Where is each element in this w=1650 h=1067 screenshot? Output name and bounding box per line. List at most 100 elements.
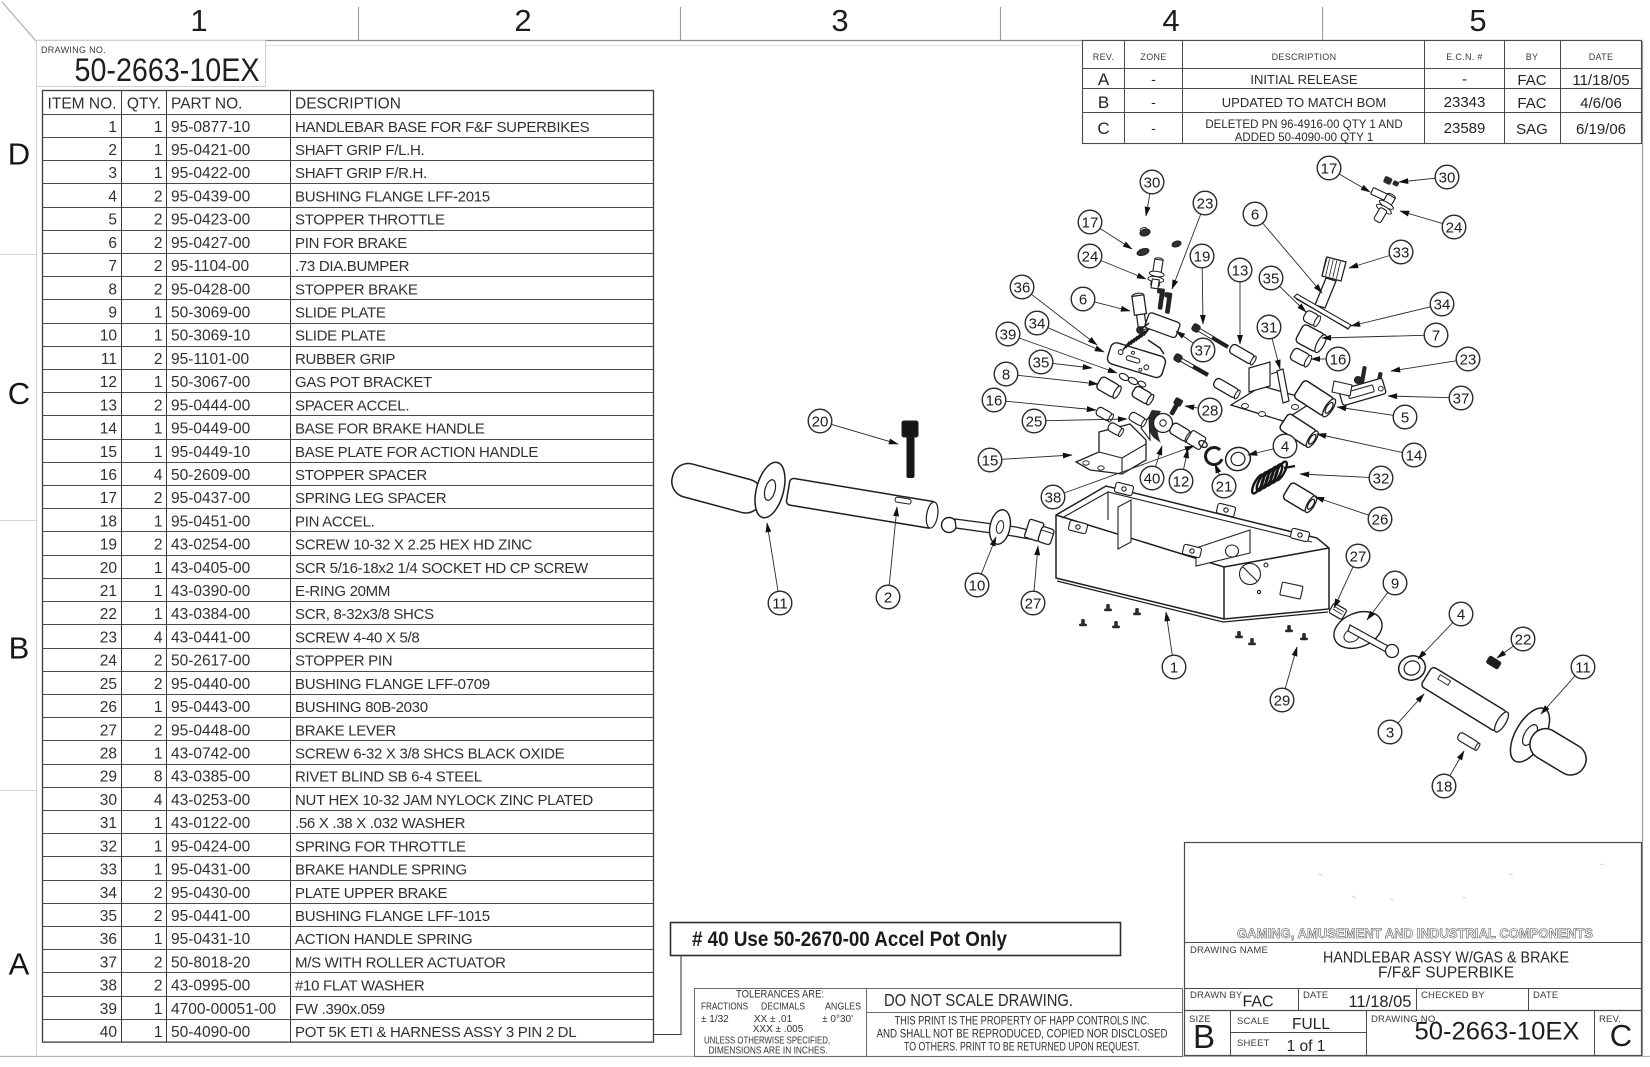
svg-text:6: 6 <box>108 235 117 252</box>
svg-text:2: 2 <box>154 281 163 298</box>
svg-text:PIN FOR BRAKE: PIN FOR BRAKE <box>295 235 407 252</box>
svg-text:BUSHING 80B-2030: BUSHING 80B-2030 <box>295 699 428 716</box>
svg-text:C: C <box>1097 119 1109 138</box>
svg-text:43-0253-00: 43-0253-00 <box>171 792 251 809</box>
svg-text:DRAWING NO.: DRAWING NO. <box>1371 1014 1438 1025</box>
svg-text:# 40 Use 50-2670-00 Accel Pot: # 40 Use 50-2670-00 Accel Pot Only <box>692 927 1007 951</box>
svg-text:50-3069-00: 50-3069-00 <box>171 305 251 322</box>
svg-text:FAC: FAC <box>1242 994 1273 1011</box>
svg-text:33: 33 <box>1393 244 1410 261</box>
svg-text:ANGLES: ANGLES <box>825 1002 861 1013</box>
svg-text:11: 11 <box>1575 659 1591 676</box>
svg-text:14: 14 <box>1406 447 1423 464</box>
svg-text:TOLERANCES ARE:: TOLERANCES ARE: <box>736 989 824 1001</box>
svg-text:BRAKE HANDLE SPRING: BRAKE HANDLE SPRING <box>295 862 467 879</box>
svg-text:B: B <box>9 631 30 666</box>
svg-text:SCREW 10-32 X 2.25 HEX HD ZINC: SCREW 10-32 X 2.25 HEX HD ZINC <box>295 537 532 554</box>
svg-text:UNLESS OTHERWISE SPECIFIED,: UNLESS OTHERWISE SPECIFIED, <box>704 1036 830 1047</box>
svg-text:24: 24 <box>1082 248 1099 265</box>
svg-text:FAC: FAC <box>1517 72 1546 89</box>
svg-text:31: 31 <box>1261 319 1278 336</box>
svg-text:2: 2 <box>154 885 163 902</box>
svg-text:BUSHING FLANGE LFF-1015: BUSHING FLANGE LFF-1015 <box>295 908 490 925</box>
svg-text:38: 38 <box>100 978 117 995</box>
svg-text:25: 25 <box>1026 413 1043 430</box>
svg-text:SIZE: SIZE <box>1189 1014 1211 1025</box>
svg-text:D: D <box>8 137 30 172</box>
svg-text:95-0444-00: 95-0444-00 <box>171 397 251 414</box>
svg-text:17: 17 <box>1321 160 1338 177</box>
svg-text:12: 12 <box>100 374 117 391</box>
svg-text:11: 11 <box>772 595 788 612</box>
svg-text:11/18/05: 11/18/05 <box>1572 72 1629 89</box>
svg-text:6: 6 <box>1079 291 1087 308</box>
svg-text:B: B <box>1098 93 1109 112</box>
svg-text:22: 22 <box>100 606 117 623</box>
svg-text:SPRING FOR THROTTLE: SPRING FOR THROTTLE <box>295 838 466 855</box>
svg-text:1: 1 <box>154 1001 163 1018</box>
svg-text:15: 15 <box>100 444 117 461</box>
svg-text:33: 33 <box>100 862 117 879</box>
svg-text:2: 2 <box>154 235 163 252</box>
svg-text:4: 4 <box>154 792 163 809</box>
svg-text:DECIMALS: DECIMALS <box>761 1002 805 1013</box>
svg-text:24: 24 <box>100 653 118 670</box>
svg-text:SLIDE PLATE: SLIDE PLATE <box>295 305 386 322</box>
svg-text:C: C <box>1610 1018 1632 1053</box>
svg-text:21: 21 <box>100 583 117 600</box>
svg-text:23: 23 <box>1197 195 1214 212</box>
svg-text:28: 28 <box>100 745 117 762</box>
svg-text:27: 27 <box>1025 595 1042 612</box>
svg-text:1: 1 <box>1170 659 1178 676</box>
svg-text:50-8018-20: 50-8018-20 <box>171 954 251 971</box>
svg-text:6: 6 <box>1251 206 1259 223</box>
svg-text:95-0441-00: 95-0441-00 <box>171 908 251 925</box>
svg-text:34: 34 <box>1029 315 1046 332</box>
svg-text:5: 5 <box>108 212 117 229</box>
svg-text:1: 1 <box>154 583 163 600</box>
svg-text:10: 10 <box>969 577 986 594</box>
svg-text:± 0°30': ± 0°30' <box>822 1014 853 1025</box>
svg-text:50-3069-10: 50-3069-10 <box>171 328 251 345</box>
svg-text:DIMENSIONS ARE IN INCHES.: DIMENSIONS ARE IN INCHES. <box>709 1046 828 1057</box>
svg-text:18: 18 <box>1436 778 1453 795</box>
svg-text:10: 10 <box>100 328 118 345</box>
svg-text:PLATE UPPER BRAKE: PLATE UPPER BRAKE <box>295 885 447 902</box>
svg-text:95-0430-00: 95-0430-00 <box>171 885 251 902</box>
svg-text:GAMING, AMUSEMENT AND INDUSTRI: GAMING, AMUSEMENT AND INDUSTRIAL COMPONE… <box>1237 926 1593 941</box>
svg-text:37: 37 <box>1453 390 1470 407</box>
svg-text:1: 1 <box>154 606 163 623</box>
svg-text:BUSHING FLANGE LFF-2015: BUSHING FLANGE LFF-2015 <box>295 188 490 205</box>
svg-text:4: 4 <box>154 467 163 484</box>
svg-text:1: 1 <box>154 421 163 438</box>
svg-text:95-0422-00: 95-0422-00 <box>171 165 251 182</box>
svg-text:2: 2 <box>154 978 163 995</box>
svg-text:43-0122-00: 43-0122-00 <box>171 815 251 832</box>
svg-text:35: 35 <box>1263 270 1280 287</box>
svg-text:2: 2 <box>154 212 163 229</box>
svg-text:34: 34 <box>1434 296 1451 313</box>
svg-text:36: 36 <box>1014 279 1031 296</box>
svg-text:4: 4 <box>1281 438 1289 455</box>
svg-text:8: 8 <box>154 769 163 786</box>
svg-text:5: 5 <box>1469 3 1486 38</box>
svg-text:23343: 23343 <box>1444 94 1486 111</box>
svg-text:2: 2 <box>154 676 163 693</box>
svg-text:29: 29 <box>1274 692 1291 709</box>
svg-text:37: 37 <box>1195 342 1212 359</box>
svg-text:FRACTIONS: FRACTIONS <box>701 1002 748 1013</box>
svg-text:18: 18 <box>100 513 117 530</box>
svg-text:1 of 1: 1 of 1 <box>1287 1038 1326 1055</box>
svg-text:FW .390x.059: FW .390x.059 <box>295 1001 385 1018</box>
svg-text:23589: 23589 <box>1444 120 1486 137</box>
svg-text:SHAFT GRIP F/L.H.: SHAFT GRIP F/L.H. <box>295 142 424 159</box>
svg-text:34: 34 <box>100 885 118 902</box>
svg-text:BASE PLATE FOR ACTION HANDLE: BASE PLATE FOR ACTION HANDLE <box>295 444 538 461</box>
svg-text:43-0405-00: 43-0405-00 <box>171 560 251 577</box>
svg-text:POT 5K ETI & HARNESS ASSY 3 PI: POT 5K ETI & HARNESS ASSY 3 PIN 2 DL <box>295 1024 576 1041</box>
svg-text:SCALE: SCALE <box>1237 1016 1269 1027</box>
svg-text:A: A <box>1098 70 1110 89</box>
svg-text:95-0428-00: 95-0428-00 <box>171 281 251 298</box>
svg-text:SCR 5/16-18x2 1/4 SOCKET HD CP: SCR 5/16-18x2 1/4 SOCKET HD CP SCREW <box>295 560 589 577</box>
svg-text:8: 8 <box>1002 366 1010 383</box>
